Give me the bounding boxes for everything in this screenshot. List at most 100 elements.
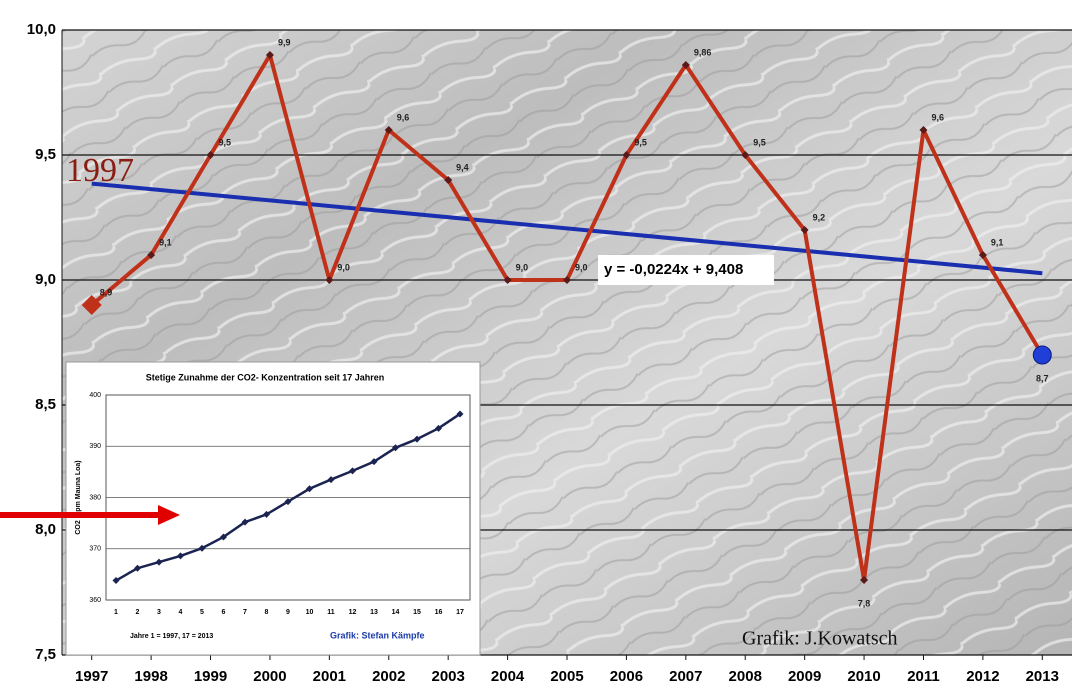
x-tick-label: 2006 — [610, 668, 643, 685]
x-tick-label: 2004 — [491, 668, 525, 685]
inset-background — [65, 361, 481, 656]
point-marker — [681, 61, 690, 69]
x-tick-label: 2005 — [550, 668, 583, 685]
value-label: 9,6 — [931, 112, 944, 122]
y-tick-label: 10,0 — [27, 21, 56, 38]
inset-x-tick-label: 6 — [222, 609, 226, 616]
inset-y-tick-label: 360 — [89, 597, 101, 604]
inset-point-marker — [241, 518, 249, 526]
value-label: 9,4 — [456, 162, 469, 172]
inset-x-tick-label: 12 — [349, 609, 357, 616]
inset-point-marker — [349, 467, 356, 475]
inset-x-tick-label: 1 — [114, 609, 118, 616]
inset-point-marker — [134, 564, 141, 572]
inset-point-marker — [306, 485, 313, 493]
inset-point-marker — [220, 533, 227, 541]
value-label: 9,1 — [991, 237, 1004, 247]
x-tick-label: 2001 — [313, 668, 346, 685]
x-tick-label: 2002 — [372, 668, 405, 685]
inset-x-tick-label: 10 — [306, 609, 314, 616]
x-tick-label: 1997 — [75, 668, 108, 685]
value-label: 8,9 — [100, 287, 113, 297]
point-marker — [919, 126, 928, 134]
inset-x-tick-label: 8 — [265, 609, 269, 616]
inset-title: Stetige Zunahme der CO2- Konzentration s… — [146, 372, 385, 382]
inset-x-tick-label: 17 — [456, 609, 464, 616]
inset-point-marker — [456, 410, 464, 418]
point-marker — [265, 51, 274, 59]
x-tick-label: 2013 — [1026, 668, 1059, 685]
inset-y-tick-label: 390 — [89, 443, 101, 450]
inset-y-tick-label: 370 — [89, 546, 101, 553]
inset-y-tick-label: 400 — [89, 392, 101, 399]
value-label: 9,5 — [634, 137, 647, 147]
value-label: 9,0 — [516, 262, 529, 272]
value-label: 9,0 — [337, 262, 350, 272]
inset-point-marker — [327, 476, 335, 484]
value-label: 7,8 — [858, 598, 871, 608]
value-label: 9,1 — [159, 237, 172, 247]
inset-point-marker — [177, 552, 184, 560]
x-tick-label: 1999 — [194, 668, 227, 685]
x-tick-label: 2012 — [966, 668, 999, 685]
arrow — [0, 505, 180, 525]
inset-point-marker — [112, 577, 120, 585]
trend-line — [91, 181, 1043, 276]
inset-annotation: Jahre 1 = 1997, 17 = 2013 — [130, 633, 213, 640]
end-marker — [1032, 345, 1052, 365]
start-marker — [81, 295, 102, 315]
x-tick-label: 2010 — [847, 668, 880, 685]
point-marker — [978, 251, 987, 259]
inset-x-tick-label: 13 — [370, 609, 378, 616]
value-label: 9,5 — [753, 137, 766, 147]
x-tick-label: 2009 — [788, 668, 821, 685]
point-marker — [860, 576, 869, 584]
inset-x-tick-label: 9 — [286, 609, 290, 616]
inset-point-marker — [198, 544, 206, 552]
inset-point-marker — [284, 498, 292, 506]
inset-x-tick-label: 15 — [413, 609, 421, 616]
inset-x-tick-label: 3 — [157, 609, 161, 616]
value-label: 9,86 — [694, 47, 712, 57]
value-label: 9,2 — [813, 212, 826, 222]
inset-x-tick-label: 5 — [200, 609, 204, 616]
inset-point-marker — [435, 424, 442, 432]
value-label: 8,7 — [1036, 373, 1049, 383]
y-tick-label: 7,5 — [35, 646, 56, 663]
value-label: 9,5 — [219, 137, 232, 147]
trend-label-box — [598, 255, 774, 285]
point-marker — [741, 151, 750, 159]
x-tick-label: 1998 — [134, 668, 167, 685]
point-marker — [563, 276, 571, 284]
value-label: 9,6 — [397, 112, 410, 122]
x-tick-label: 2007 — [669, 668, 702, 685]
inset-plot-frame — [105, 394, 471, 601]
inset-annotation: Grafik: Stefan Kämpfe — [330, 630, 425, 640]
inset-point-marker — [155, 558, 163, 566]
inset-x-tick-label: 2 — [136, 609, 140, 616]
y-tick-label: 9,5 — [35, 146, 56, 163]
value-label: 9,9 — [278, 37, 291, 47]
inset-chart: Stetige Zunahme der CO2- Konzentration s… — [65, 361, 481, 656]
inset-point-marker — [392, 444, 399, 452]
annotation: 1997 — [66, 152, 134, 189]
inset-x-tick-label: 11 — [327, 609, 335, 616]
inset-y-tick-label: 380 — [89, 494, 101, 501]
inset-point-marker — [263, 510, 270, 518]
x-tick-label: 2003 — [431, 668, 464, 685]
value-label: 9,0 — [575, 262, 588, 272]
y-tick-label: 8,0 — [35, 521, 56, 538]
inset-x-tick-label: 7 — [243, 609, 247, 616]
x-tick-label: 2008 — [729, 668, 762, 685]
inset-point-marker — [413, 435, 421, 443]
trend-label: y = -0,0224x + 9,408 — [604, 261, 743, 278]
point-marker — [622, 151, 631, 159]
point-marker — [206, 151, 215, 159]
x-tick-label: 2000 — [253, 668, 286, 685]
annotation: Grafik: J.Kowatsch — [742, 628, 898, 650]
y-tick-label: 8,5 — [35, 396, 56, 413]
y-tick-label: 9,0 — [35, 271, 56, 288]
point-marker — [444, 176, 453, 184]
